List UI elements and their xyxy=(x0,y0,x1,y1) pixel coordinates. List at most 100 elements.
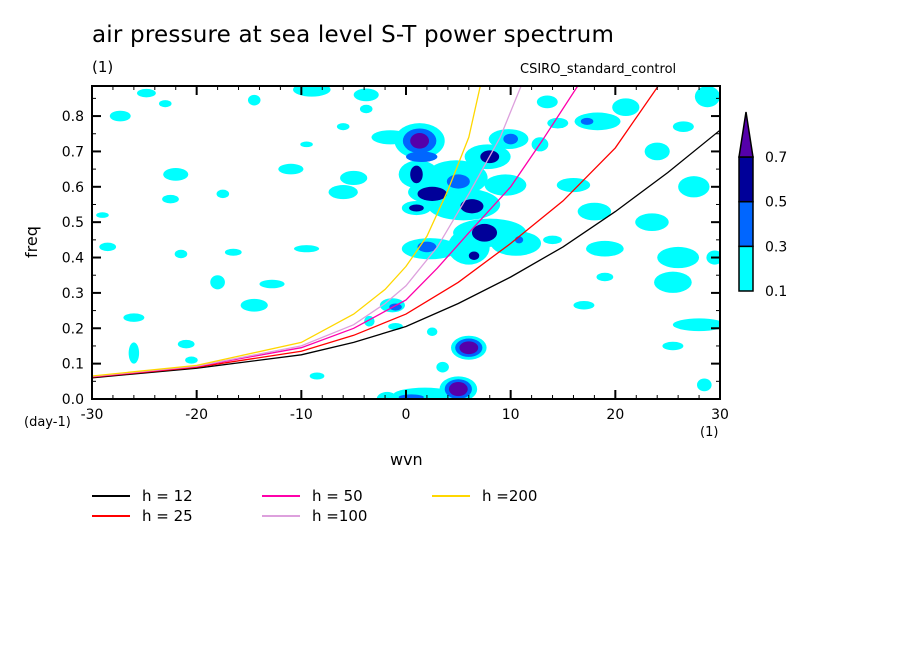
series-line-3 xyxy=(92,86,522,378)
legend-swatch xyxy=(262,495,300,497)
legend-item: h =200 xyxy=(432,487,537,505)
y-axis-units: (day-1) xyxy=(24,415,71,430)
run-label: CSIRO_standard_control xyxy=(520,62,677,77)
contour-blob xyxy=(336,123,350,131)
contour-blob xyxy=(128,342,140,364)
contour-blob xyxy=(503,133,518,145)
x-tick-label: -30 xyxy=(81,407,104,423)
legend-label: h = 25 xyxy=(142,507,193,525)
contour-blob xyxy=(259,279,285,289)
contour-blob xyxy=(694,86,720,108)
legend-label: h =200 xyxy=(482,487,538,505)
legend-swatch xyxy=(262,515,300,517)
contour-blob xyxy=(436,361,449,373)
y-tick-label: 0.4 xyxy=(62,251,84,267)
contour-blob xyxy=(417,186,447,201)
contour-blob xyxy=(247,94,261,106)
y-tick-label: 0.2 xyxy=(62,321,84,337)
contour-blob xyxy=(158,100,172,108)
y-tick-label: 0.6 xyxy=(62,180,84,196)
contour-blob xyxy=(672,318,720,332)
contour-blob xyxy=(409,204,424,212)
colorbar-segment xyxy=(738,156,754,203)
series-line-0 xyxy=(92,129,720,379)
contour-blob xyxy=(543,235,562,245)
colorbar: 0.1 0.3 0.5 0.7 xyxy=(738,111,787,300)
y-tick-label: 0.5 xyxy=(62,215,84,231)
contour-blob xyxy=(426,327,438,337)
colorbar-label: 0.5 xyxy=(765,195,787,211)
x-tick-label: -10 xyxy=(290,407,313,423)
x-axis-units: (1) xyxy=(700,425,719,440)
contour-blob xyxy=(376,391,398,399)
legend-item: h = 25 xyxy=(92,507,193,525)
contour-blob xyxy=(389,303,402,311)
series-line-4 xyxy=(92,86,481,377)
contour-blob xyxy=(696,378,712,392)
colorbar-extend xyxy=(738,111,754,158)
contour-blob xyxy=(471,223,498,242)
colorbar-segment xyxy=(738,200,754,248)
contour-blob xyxy=(177,339,195,349)
contour-blob xyxy=(353,88,379,102)
legend-swatch xyxy=(432,495,470,497)
contour-blob xyxy=(596,272,614,282)
contour-blob xyxy=(96,212,109,218)
x-tick-label: 0 xyxy=(402,407,411,423)
x-axis: -30 -20 -10 0 10 20 30 xyxy=(81,86,729,423)
contour-blob xyxy=(174,249,188,259)
contour-blob xyxy=(99,242,117,252)
colorbar-label: 0.3 xyxy=(765,239,787,255)
x-tick-label: -20 xyxy=(185,407,208,423)
contour-blob xyxy=(672,121,694,132)
contour-blob xyxy=(635,213,669,232)
contour-blob xyxy=(662,341,684,351)
colorbar-label: 0.1 xyxy=(765,284,787,300)
contour-blob xyxy=(460,199,484,214)
series-line-1 xyxy=(92,86,659,378)
contour-blob xyxy=(657,246,700,269)
colorbar-label: 0.7 xyxy=(765,150,787,166)
contour-blob xyxy=(292,86,331,97)
contour-blob xyxy=(359,104,373,114)
contour-blob xyxy=(410,165,423,184)
contour-blob xyxy=(459,341,479,355)
contour-blob xyxy=(185,356,198,364)
x-tick-label: 20 xyxy=(606,407,624,423)
dispersion-curves xyxy=(92,86,720,379)
contour-blob xyxy=(678,176,710,198)
contour-blob xyxy=(210,275,225,290)
y-axis: 0.0 0.1 0.2 0.3 0.4 0.5 0.6 0.7 0.8 xyxy=(62,97,720,408)
contour-blob xyxy=(388,322,403,331)
legend-label: h =100 xyxy=(312,507,368,525)
contour-blob xyxy=(300,141,313,148)
contour-blob xyxy=(612,98,640,117)
contour-blob xyxy=(224,248,242,256)
contour-blob xyxy=(216,189,230,199)
legend-swatch xyxy=(92,495,130,497)
legend-label: h = 50 xyxy=(312,487,363,505)
contour-blob xyxy=(446,174,470,189)
colorbar-segment xyxy=(738,245,754,292)
x-axis-label: wvn xyxy=(390,450,423,469)
legend-swatch xyxy=(92,515,130,517)
contour-blob xyxy=(163,168,189,181)
y-tick-label: 0.0 xyxy=(62,392,84,408)
contour-blob xyxy=(340,170,368,186)
y-tick-label: 0.8 xyxy=(62,109,84,125)
contour-blob xyxy=(162,194,179,204)
y-tick-label: 0.7 xyxy=(62,144,84,160)
contour-blob xyxy=(448,382,468,397)
series-line-2 xyxy=(92,86,579,378)
contour-blob xyxy=(398,394,424,399)
contour-blob xyxy=(536,95,558,109)
contour-blob xyxy=(468,251,480,261)
x-tick-label: 10 xyxy=(502,407,520,423)
x-tick-label: 30 xyxy=(711,407,729,423)
legend-item: h = 50 xyxy=(262,487,363,505)
contour-blob xyxy=(406,151,438,163)
legend-item: h =100 xyxy=(262,507,367,525)
contour-blob xyxy=(240,298,268,312)
contour-blob xyxy=(586,240,624,257)
